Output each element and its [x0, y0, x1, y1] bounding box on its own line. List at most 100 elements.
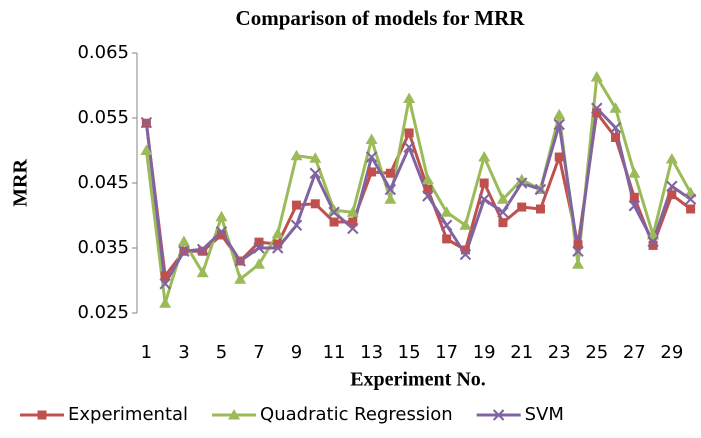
- marker: [252, 258, 265, 269]
- marker: [290, 149, 303, 161]
- marker: [666, 180, 678, 192]
- marker: [665, 152, 678, 164]
- x-tick-label: 23: [548, 342, 571, 363]
- marker: [684, 186, 697, 198]
- marker: [459, 248, 472, 261]
- marker: [647, 229, 660, 240]
- marker: [647, 235, 659, 248]
- marker: [177, 235, 190, 246]
- legend-item: Experimental: [20, 404, 188, 425]
- marker: [309, 167, 321, 179]
- x-tick-label: 27: [623, 342, 646, 363]
- marker: [534, 183, 547, 196]
- marker: [404, 128, 414, 138]
- marker: [329, 217, 339, 227]
- marker: [216, 230, 226, 240]
- marker: [292, 200, 302, 210]
- marker: [492, 409, 505, 421]
- marker: [309, 152, 322, 163]
- marker: [440, 219, 453, 231]
- marker: [234, 273, 247, 284]
- marker: [196, 266, 209, 278]
- marker: [667, 190, 677, 200]
- marker: [159, 278, 171, 290]
- marker: [273, 239, 283, 249]
- marker: [629, 192, 639, 202]
- marker: [553, 108, 566, 120]
- marker: [421, 173, 434, 185]
- x-tick-label: 15: [398, 342, 421, 363]
- marker: [498, 218, 508, 228]
- marker: [535, 204, 545, 214]
- marker: [611, 133, 621, 142]
- marker: [609, 102, 622, 113]
- marker: [572, 245, 584, 257]
- marker: [403, 141, 415, 153]
- marker: [460, 245, 470, 255]
- marker: [140, 116, 153, 129]
- marker: [459, 219, 472, 230]
- marker: [215, 226, 228, 238]
- marker: [228, 409, 241, 420]
- y-axis-label: MRR: [10, 159, 32, 207]
- marker: [648, 240, 658, 250]
- marker: [517, 202, 527, 212]
- x-tick-label: 13: [360, 342, 383, 363]
- marker: [479, 178, 489, 188]
- x-tick-label: 19: [473, 342, 496, 363]
- marker: [422, 190, 434, 202]
- marker: [496, 193, 509, 204]
- x-tick-label: 3: [178, 342, 189, 363]
- marker: [385, 168, 395, 178]
- marker: [591, 102, 603, 114]
- y-tick-label: 0.055: [77, 107, 129, 128]
- marker: [440, 206, 453, 217]
- marker: [686, 204, 696, 214]
- marker: [37, 410, 47, 420]
- x-tick-label: 25: [585, 342, 608, 363]
- marker: [140, 144, 153, 155]
- marker: [253, 242, 265, 254]
- marker: [346, 206, 359, 217]
- y-tick-label: 0.025: [77, 302, 129, 323]
- marker: [478, 151, 491, 162]
- marker: [384, 193, 397, 204]
- x-axis-label: Experiment No.: [350, 369, 486, 391]
- marker: [215, 210, 228, 222]
- marker: [365, 133, 378, 144]
- legend-label: SVM: [525, 404, 564, 425]
- marker: [478, 193, 490, 205]
- series-line: [144, 75, 692, 305]
- marker: [234, 255, 246, 267]
- marker: [573, 240, 583, 250]
- legend-item: Quadratic Regression: [212, 404, 453, 425]
- marker: [290, 219, 303, 231]
- marker: [442, 234, 452, 244]
- marker: [328, 204, 341, 215]
- chart-title: Comparison of models for MRR: [236, 6, 526, 30]
- marker: [628, 167, 641, 178]
- marker: [347, 222, 359, 235]
- marker: [515, 173, 528, 185]
- legend-label: Quadratic Regression: [260, 404, 453, 425]
- legend-label: Experimental: [68, 404, 188, 425]
- marker: [628, 200, 641, 212]
- marker: [365, 151, 378, 163]
- y-tick-label: 0.065: [77, 42, 129, 63]
- marker: [554, 152, 564, 162]
- legend-item: SVM: [476, 404, 564, 425]
- marker: [198, 246, 208, 256]
- marker: [516, 177, 528, 189]
- x-tick-label: 17: [435, 342, 458, 363]
- x-tick-label: 7: [253, 342, 264, 363]
- y-tick-label: 0.035: [77, 237, 129, 258]
- marker: [384, 183, 397, 196]
- marker: [271, 227, 284, 239]
- marker: [592, 108, 602, 118]
- marker: [348, 217, 358, 227]
- x-tick-label: 9: [291, 342, 302, 363]
- marker: [497, 206, 509, 218]
- marker: [609, 122, 622, 134]
- marker: [272, 242, 284, 254]
